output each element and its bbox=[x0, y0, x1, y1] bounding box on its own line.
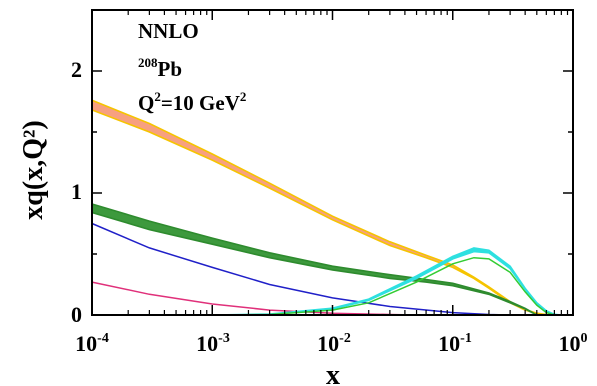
y-tick-label: 0 bbox=[71, 302, 82, 327]
plot-area bbox=[91, 99, 562, 316]
x-tick-label: 10-3 bbox=[196, 331, 230, 356]
x-tick-label: 10-2 bbox=[317, 331, 351, 356]
nucleus-annotation: 208Pb bbox=[138, 55, 182, 81]
y-tick-label: 2 bbox=[71, 57, 82, 82]
order-annotation: NNLO bbox=[138, 19, 199, 43]
series-band-4 bbox=[92, 247, 562, 316]
x-tick-label: 100 bbox=[559, 331, 588, 356]
x-tick-label: 10-4 bbox=[75, 331, 109, 356]
axis-ticks bbox=[91, 9, 574, 316]
y-axis-label: xq(x,Q²) bbox=[18, 120, 49, 219]
series-line-5 bbox=[92, 256, 555, 316]
series-band-1 bbox=[91, 202, 538, 316]
y-tick-label: 1 bbox=[71, 179, 82, 204]
series-band-0 bbox=[91, 99, 555, 316]
series-line-2 bbox=[91, 222, 511, 316]
x-tick-label: 10-1 bbox=[438, 331, 472, 356]
scale-annotation: Q2=10 GeV2 bbox=[138, 89, 246, 115]
x-axis-label: x bbox=[326, 360, 340, 386]
